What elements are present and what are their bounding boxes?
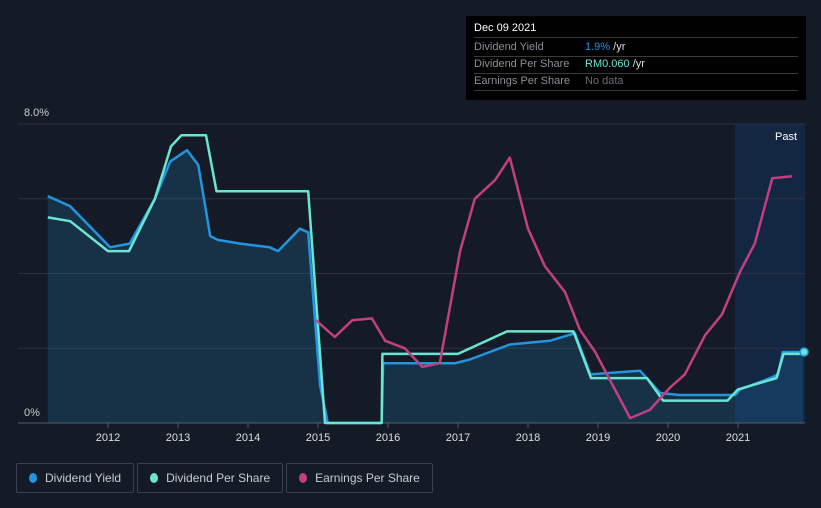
legend-dividend-per-share[interactable]: Dividend Per Share [137,463,284,493]
hover-point [799,347,809,357]
legend: Dividend Yield Dividend Per Share Earnin… [16,463,433,493]
y-label-bottom: 0% [24,407,40,419]
x-tick-label: 2020 [656,432,680,444]
y-label-top: 8.0% [24,107,49,119]
series-line-dividend-per-share [47,133,804,425]
x-tick-label: 2017 [446,432,470,444]
tooltip-row-eps: Earnings Per Share No data [474,73,798,91]
x-tick-label: 2016 [376,432,400,444]
past-label: Past [775,131,797,143]
x-tick-label: 2012 [96,432,120,444]
tooltip-label: Dividend Yield [474,41,544,53]
legend-label: Dividend Yield [45,471,122,485]
x-tick-label: 2013 [166,432,190,444]
x-tick-label: 2019 [586,432,610,444]
legend-label: Dividend Per Share [166,471,271,485]
tooltip-label: Earnings Per Share [474,75,570,87]
legend-dot-icon [150,473,159,483]
x-tick-label: 2014 [236,432,260,444]
tooltip-unit: /yr [610,41,626,53]
legend-dot-icon [29,473,37,483]
tooltip-value: No data [585,75,624,87]
tooltip: Dec 09 2021 Dividend Yield 1.9% /yr Divid… [466,16,806,100]
tooltip-value: RM0.060 [585,58,630,70]
tooltip-date: Dec 09 2021 [474,20,798,38]
series-area [47,150,804,423]
legend-dividend-yield[interactable]: Dividend Yield [16,463,135,493]
tooltip-label: Dividend Per Share [474,58,570,70]
tooltip-value: 1.9% [585,41,611,53]
legend-earnings-per-share[interactable]: Earnings Per Share [286,463,433,493]
x-tick-label: 2018 [516,432,540,444]
x-tick-label: 2015 [306,432,330,444]
tooltip-unit: /yr [629,58,645,70]
legend-label: Earnings Per Share [315,471,420,485]
series-line-earnings-per-share [315,156,793,420]
tooltip-row-yield: Dividend Yield 1.9% /yr [474,39,798,57]
legend-dot-icon [299,473,308,483]
tooltip-row-dps: Dividend Per Share RM0.060 /yr [474,56,798,74]
x-tick-label: 2021 [726,432,750,444]
